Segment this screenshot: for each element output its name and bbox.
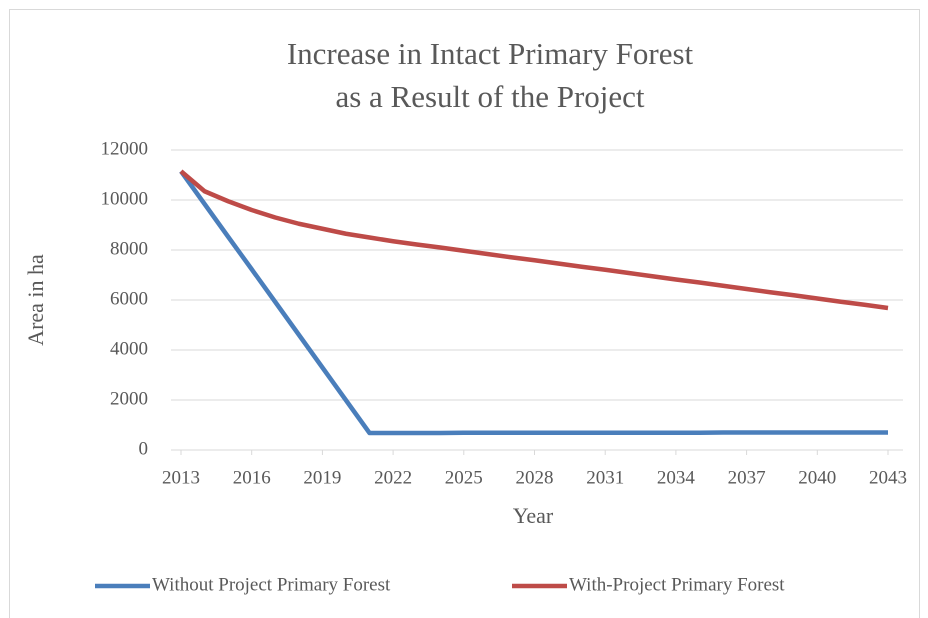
x-tick-label: 2034 xyxy=(657,467,696,488)
y-tick-label: 4000 xyxy=(110,338,148,359)
series-line xyxy=(179,169,888,436)
x-tick-label: 2028 xyxy=(516,467,554,488)
chart-frame xyxy=(9,9,920,618)
x-tick-label: 2025 xyxy=(445,467,483,488)
chart-title: Increase in Intact Primary Forest xyxy=(287,36,694,71)
x-tick-label: 2022 xyxy=(374,467,412,488)
legend-label: With-Project Primary Forest xyxy=(569,574,785,595)
y-tick-label: 6000 xyxy=(110,288,148,309)
x-tick-label: 2019 xyxy=(303,467,341,488)
x-tick-label: 2016 xyxy=(233,467,271,488)
x-axis-label: Year xyxy=(513,503,554,528)
chart-title: as a Result of the Project xyxy=(335,79,644,114)
y-tick-label: 8000 xyxy=(110,238,148,259)
x-tick-label: 2031 xyxy=(586,467,624,488)
y-tick-label: 2000 xyxy=(110,388,148,409)
y-axis-label: Area in ha xyxy=(23,254,48,346)
x-tick-label: 2040 xyxy=(798,467,836,488)
x-tick-label: 2013 xyxy=(162,467,200,488)
y-tick-label: 10000 xyxy=(101,188,149,209)
y-tick-label: 0 xyxy=(139,438,149,459)
series-line xyxy=(179,169,889,311)
x-tick-label: 2043 xyxy=(869,467,907,488)
y-tick-label: 12000 xyxy=(101,138,149,159)
x-tick-label: 2037 xyxy=(728,467,766,488)
legend-label: Without Project Primary Forest xyxy=(152,574,391,595)
